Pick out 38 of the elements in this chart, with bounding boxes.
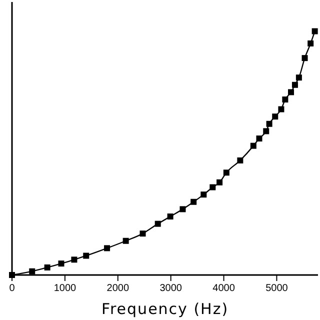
point — [223, 170, 230, 176]
point — [29, 268, 36, 274]
point — [288, 89, 294, 96]
point — [272, 114, 278, 120]
point — [266, 120, 272, 127]
point — [250, 142, 256, 149]
point — [210, 184, 216, 190]
x-tick-label: 1000 — [54, 283, 76, 294]
point — [263, 128, 270, 134]
point — [308, 40, 314, 46]
point — [190, 198, 197, 205]
point — [122, 238, 129, 244]
x-tick-label: 3000 — [160, 283, 182, 294]
point — [282, 96, 288, 102]
x-axis-title: Frequency (Hz) — [101, 300, 229, 318]
point — [302, 55, 308, 62]
point — [154, 220, 161, 227]
point — [237, 157, 244, 164]
x-tick-label: 5000 — [266, 283, 288, 294]
x-tick-label: 0 — [9, 283, 16, 294]
point — [167, 214, 174, 220]
point — [216, 179, 223, 186]
point — [292, 82, 298, 88]
point — [83, 252, 90, 259]
point — [200, 192, 207, 198]
point — [278, 106, 284, 112]
point — [312, 28, 318, 34]
point — [9, 272, 15, 278]
point — [71, 256, 78, 263]
point — [58, 260, 64, 267]
x-tick-label: 4000 — [212, 283, 236, 294]
point — [296, 74, 302, 81]
point — [104, 245, 110, 252]
point — [180, 206, 186, 212]
point — [44, 264, 50, 270]
x-tick-label: 2000 — [106, 283, 130, 294]
point — [256, 136, 262, 142]
point — [140, 230, 146, 237]
